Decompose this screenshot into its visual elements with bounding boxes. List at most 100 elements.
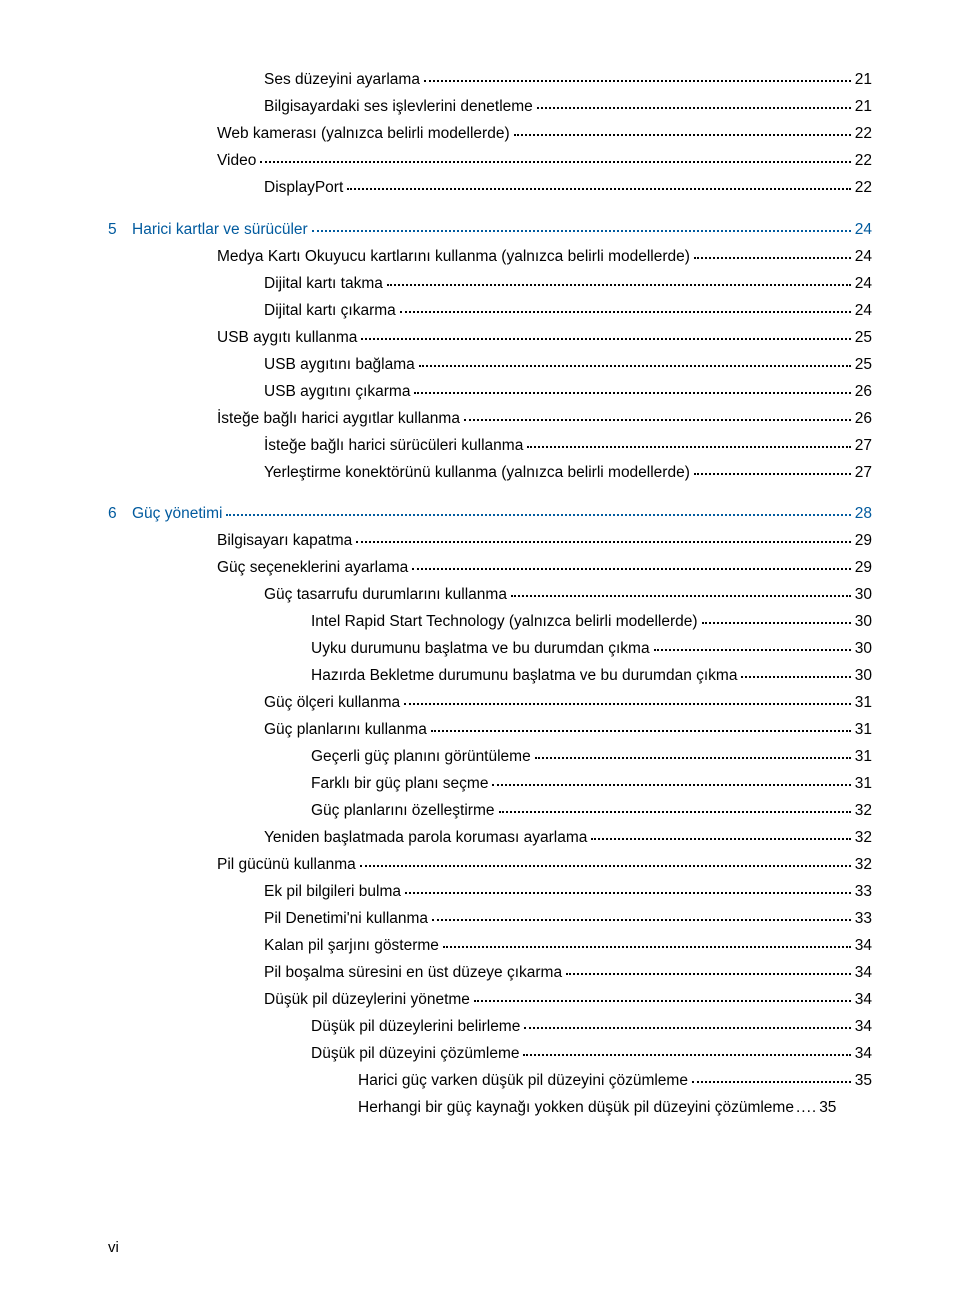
toc-entry-label: Pil gücünü kullanma [217, 857, 356, 873]
toc-leader-dots [474, 1000, 851, 1002]
toc-leader-dots [511, 595, 851, 597]
toc-entry-label: Dijital kartı çıkarma [264, 303, 396, 319]
toc-entry[interactable]: Harici güç varken düşük pil düzeyini çöz… [108, 1073, 872, 1089]
toc-section-number: 6 [108, 506, 132, 522]
toc-entry-page: 34 [855, 938, 872, 954]
toc-entry-label: Web kamerası (yalnızca belirli modellerd… [217, 126, 510, 142]
toc-entry-page: 34 [855, 1046, 872, 1062]
toc-entry[interactable]: Düşük pil düzeyini çözümleme34 [108, 1046, 872, 1062]
toc-entry[interactable]: USB aygıtı kullanma25 [108, 330, 872, 346]
toc-entry[interactable]: Geçerli güç planını görüntüleme31 [108, 749, 872, 765]
toc-entry-page: 22 [855, 153, 872, 169]
toc-entry-label: Herhangi bir güç kaynağı yokken düşük pi… [358, 1100, 794, 1116]
toc-entry-label: Düşük pil düzeylerini belirleme [311, 1019, 520, 1035]
toc-entry[interactable]: 6Güç yönetimi28 [108, 506, 872, 522]
toc-entry[interactable]: Uyku durumunu başlatma ve bu durumdan çı… [108, 641, 872, 657]
toc-leader-dots [424, 80, 851, 82]
toc-entry-label: Intel Rapid Start Technology (yalnızca b… [311, 614, 698, 630]
toc-section-number: 5 [108, 222, 132, 238]
toc-entry-page: 31 [855, 776, 872, 792]
toc-entry-page: 27 [855, 438, 872, 454]
toc-entry[interactable]: Pil Denetimi'ni kullanma33 [108, 911, 872, 927]
toc-entry-page: 35 [855, 1073, 872, 1089]
table-of-contents: Ses düzeyini ayarlama21Bilgisayardaki se… [108, 72, 872, 1116]
toc-leader-dots [514, 134, 851, 136]
toc-entry-label: Güç ölçeri kullanma [264, 695, 400, 711]
toc-entry-page: 21 [855, 99, 872, 115]
toc-leader-dots [537, 107, 851, 109]
toc-entry-page: 28 [855, 506, 872, 522]
toc-entry[interactable]: Herhangi bir güç kaynağı yokken düşük pi… [108, 1100, 872, 1116]
toc-entry-label: Hazırda Bekletme durumunu başlatma ve bu… [311, 668, 737, 684]
toc-entry[interactable]: Yeniden başlatmada parola koruması ayarl… [108, 830, 872, 846]
toc-entry[interactable]: 5Harici kartlar ve sürücüler24 [108, 222, 872, 238]
toc-leader-dots [412, 568, 850, 570]
toc-leader-dots [694, 473, 851, 475]
toc-entry[interactable]: Bilgisayardaki ses işlevlerini denetleme… [108, 99, 872, 115]
toc-leader-dots [591, 838, 850, 840]
toc-entry[interactable]: Güç planlarını kullanma31 [108, 722, 872, 738]
toc-entry-page: 30 [855, 614, 872, 630]
toc-entry-page: 34 [855, 965, 872, 981]
toc-entry[interactable]: Farklı bir güç planı seçme31 [108, 776, 872, 792]
toc-leader-dots [356, 541, 850, 543]
toc-entry-page: 34 [855, 1019, 872, 1035]
toc-entry[interactable]: Dijital kartı takma24 [108, 276, 872, 292]
toc-entry[interactable]: Güç ölçeri kullanma 31 [108, 695, 872, 711]
toc-entry-page: 26 [855, 411, 872, 427]
toc-entry-page: 33 [855, 911, 872, 927]
toc-leader-dots [499, 811, 851, 813]
toc-entry[interactable]: Video22 [108, 153, 872, 169]
toc-entry-label: Ek pil bilgileri bulma [264, 884, 401, 900]
toc-entry[interactable]: Düşük pil düzeylerini yönetme34 [108, 992, 872, 1008]
toc-entry[interactable]: Güç seçeneklerini ayarlama 29 [108, 560, 872, 576]
toc-entry[interactable]: DisplayPort22 [108, 180, 872, 196]
toc-entry-label: DisplayPort [264, 180, 343, 196]
toc-entry[interactable]: Güç tasarrufu durumlarını kullanma30 [108, 587, 872, 603]
toc-entry[interactable]: Dijital kartı çıkarma24 [108, 303, 872, 319]
toc-entry[interactable]: USB aygıtını çıkarma26 [108, 384, 872, 400]
toc-entry-label: Harici güç varken düşük pil düzeyini çöz… [358, 1073, 688, 1089]
toc-entry-label: Yerleştirme konektörünü kullanma (yalnız… [264, 465, 690, 481]
toc-leader-dots [400, 311, 851, 313]
toc-entry-page: 31 [855, 695, 872, 711]
toc-entry[interactable]: Ek pil bilgileri bulma33 [108, 884, 872, 900]
toc-entry-page: 32 [855, 857, 872, 873]
toc-entry[interactable]: Ses düzeyini ayarlama21 [108, 72, 872, 88]
toc-entry-page: 24 [855, 249, 872, 265]
toc-entry[interactable]: Medya Kartı Okuyucu kartlarını kullanma … [108, 249, 872, 265]
toc-entry-page: 30 [855, 641, 872, 657]
toc-leader-dots [527, 446, 850, 448]
toc-entry[interactable]: İsteğe bağlı harici sürücüleri kullanma2… [108, 438, 872, 454]
page-footer-roman: vi [108, 1239, 119, 1256]
toc-entry[interactable]: Intel Rapid Start Technology (yalnızca b… [108, 614, 872, 630]
toc-entry-label: Güç planlarını kullanma [264, 722, 427, 738]
toc-leader-dots [361, 338, 850, 340]
toc-entry[interactable]: Yerleştirme konektörünü kullanma (yalnız… [108, 465, 872, 481]
toc-leader-dots [523, 1054, 850, 1056]
toc-leader-dots [414, 392, 850, 394]
toc-entry-label: 5Harici kartlar ve sürücüler [108, 222, 308, 238]
toc-entry-label: Güç seçeneklerini ayarlama [217, 560, 408, 576]
toc-entry-label: Güç planlarını özelleştirme [311, 803, 495, 819]
toc-entry[interactable]: İsteğe bağlı harici aygıtlar kullanma26 [108, 411, 872, 427]
toc-entry-page: 27 [855, 465, 872, 481]
toc-entry[interactable]: Hazırda Bekletme durumunu başlatma ve bu… [108, 668, 872, 684]
toc-entry-page: 29 [855, 560, 872, 576]
toc-entry[interactable]: Pil boşalma süresini en üst düzeye çıkar… [108, 965, 872, 981]
toc-leader-dots [387, 284, 851, 286]
toc-leader-dots [312, 230, 851, 232]
toc-leader-tight: .... [796, 1100, 817, 1116]
toc-entry-page: 25 [855, 357, 872, 373]
toc-entry[interactable]: Düşük pil düzeylerini belirleme 34 [108, 1019, 872, 1035]
toc-entry-label: Ses düzeyini ayarlama [264, 72, 420, 88]
toc-entry[interactable]: Bilgisayarı kapatma29 [108, 533, 872, 549]
toc-entry[interactable]: Güç planlarını özelleştirme32 [108, 803, 872, 819]
toc-entry-page: 31 [855, 749, 872, 765]
toc-entry[interactable]: Pil gücünü kullanma 32 [108, 857, 872, 873]
toc-entry[interactable]: Kalan pil şarjını gösterme34 [108, 938, 872, 954]
toc-leader-dots [260, 161, 850, 163]
toc-entry[interactable]: Web kamerası (yalnızca belirli modellerd… [108, 126, 872, 142]
toc-entry-page: 24 [855, 276, 872, 292]
toc-entry[interactable]: USB aygıtını bağlama25 [108, 357, 872, 373]
